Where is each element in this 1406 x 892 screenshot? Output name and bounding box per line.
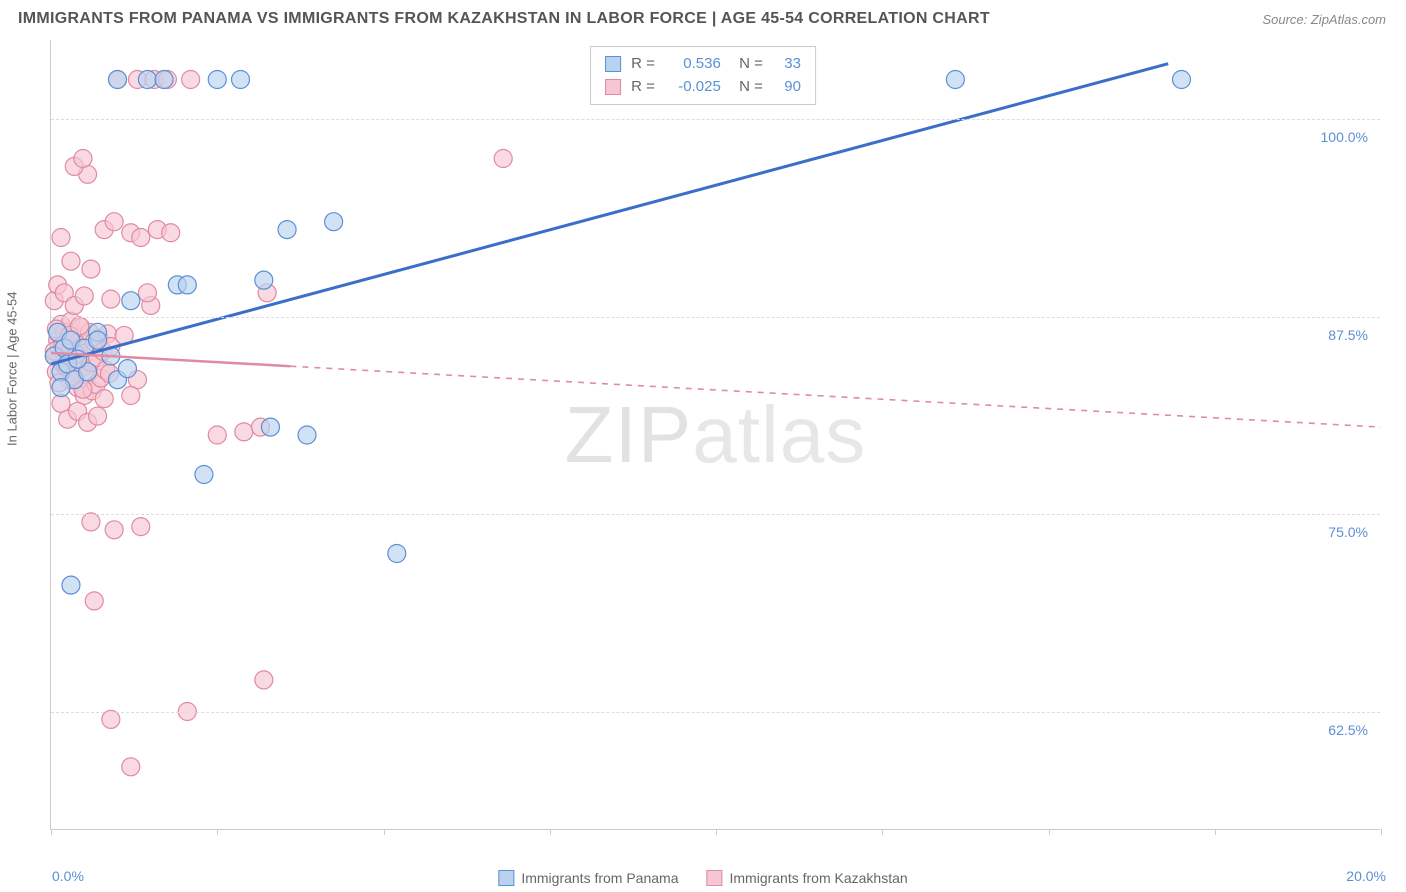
gridline-h: [51, 317, 1380, 318]
stats-row-kazakh: R =-0.025 N =90: [605, 76, 801, 99]
stats-legend: R =0.536 N =33 R =-0.025 N =90: [590, 46, 816, 105]
y-tick-label: 100.0%: [1321, 129, 1368, 145]
x-tick: [217, 829, 218, 835]
gridline-h: [51, 119, 1380, 120]
stats-row-panama: R =0.536 N =33: [605, 53, 801, 76]
kazakh-r-value: -0.025: [665, 76, 721, 99]
x-tick: [51, 829, 52, 835]
x-tick: [716, 829, 717, 835]
x-tick: [1049, 829, 1050, 835]
y-axis-label: In Labor Force | Age 45-54: [5, 292, 20, 446]
legend-item-kazakh: Immigrants from Kazakhstan: [707, 870, 908, 886]
panama-swatch-icon: [498, 870, 514, 886]
chart-title: IMMIGRANTS FROM PANAMA VS IMMIGRANTS FRO…: [18, 10, 990, 28]
series-legend: Immigrants from Panama Immigrants from K…: [498, 870, 907, 886]
plot-area: ZIPatlas 62.5%75.0%87.5%100.0%: [50, 40, 1380, 830]
y-tick-label: 62.5%: [1328, 722, 1368, 738]
legend-item-panama: Immigrants from Panama: [498, 870, 678, 886]
panama-n-value: 33: [773, 53, 801, 76]
x-tick: [550, 829, 551, 835]
panama-swatch-icon: [605, 56, 621, 72]
x-tick: [384, 829, 385, 835]
kazakh-n-value: 90: [773, 76, 801, 99]
legend-label-panama: Immigrants from Panama: [521, 870, 678, 886]
gridline-h: [51, 712, 1380, 713]
source-attribution: Source: ZipAtlas.com: [1262, 12, 1386, 27]
gridline-h: [51, 514, 1380, 515]
x-tick: [1215, 829, 1216, 835]
x-axis-max-label: 20.0%: [1346, 868, 1386, 884]
kazakh-swatch-icon: [707, 870, 723, 886]
x-axis-min-label: 0.0%: [52, 868, 84, 884]
x-tick: [1381, 829, 1382, 835]
y-tick-label: 87.5%: [1328, 327, 1368, 343]
legend-label-kazakh: Immigrants from Kazakhstan: [730, 870, 908, 886]
kazakh-swatch-icon: [605, 79, 621, 95]
panama-r-value: 0.536: [665, 53, 721, 76]
y-tick-label: 75.0%: [1328, 524, 1368, 540]
x-tick: [882, 829, 883, 835]
